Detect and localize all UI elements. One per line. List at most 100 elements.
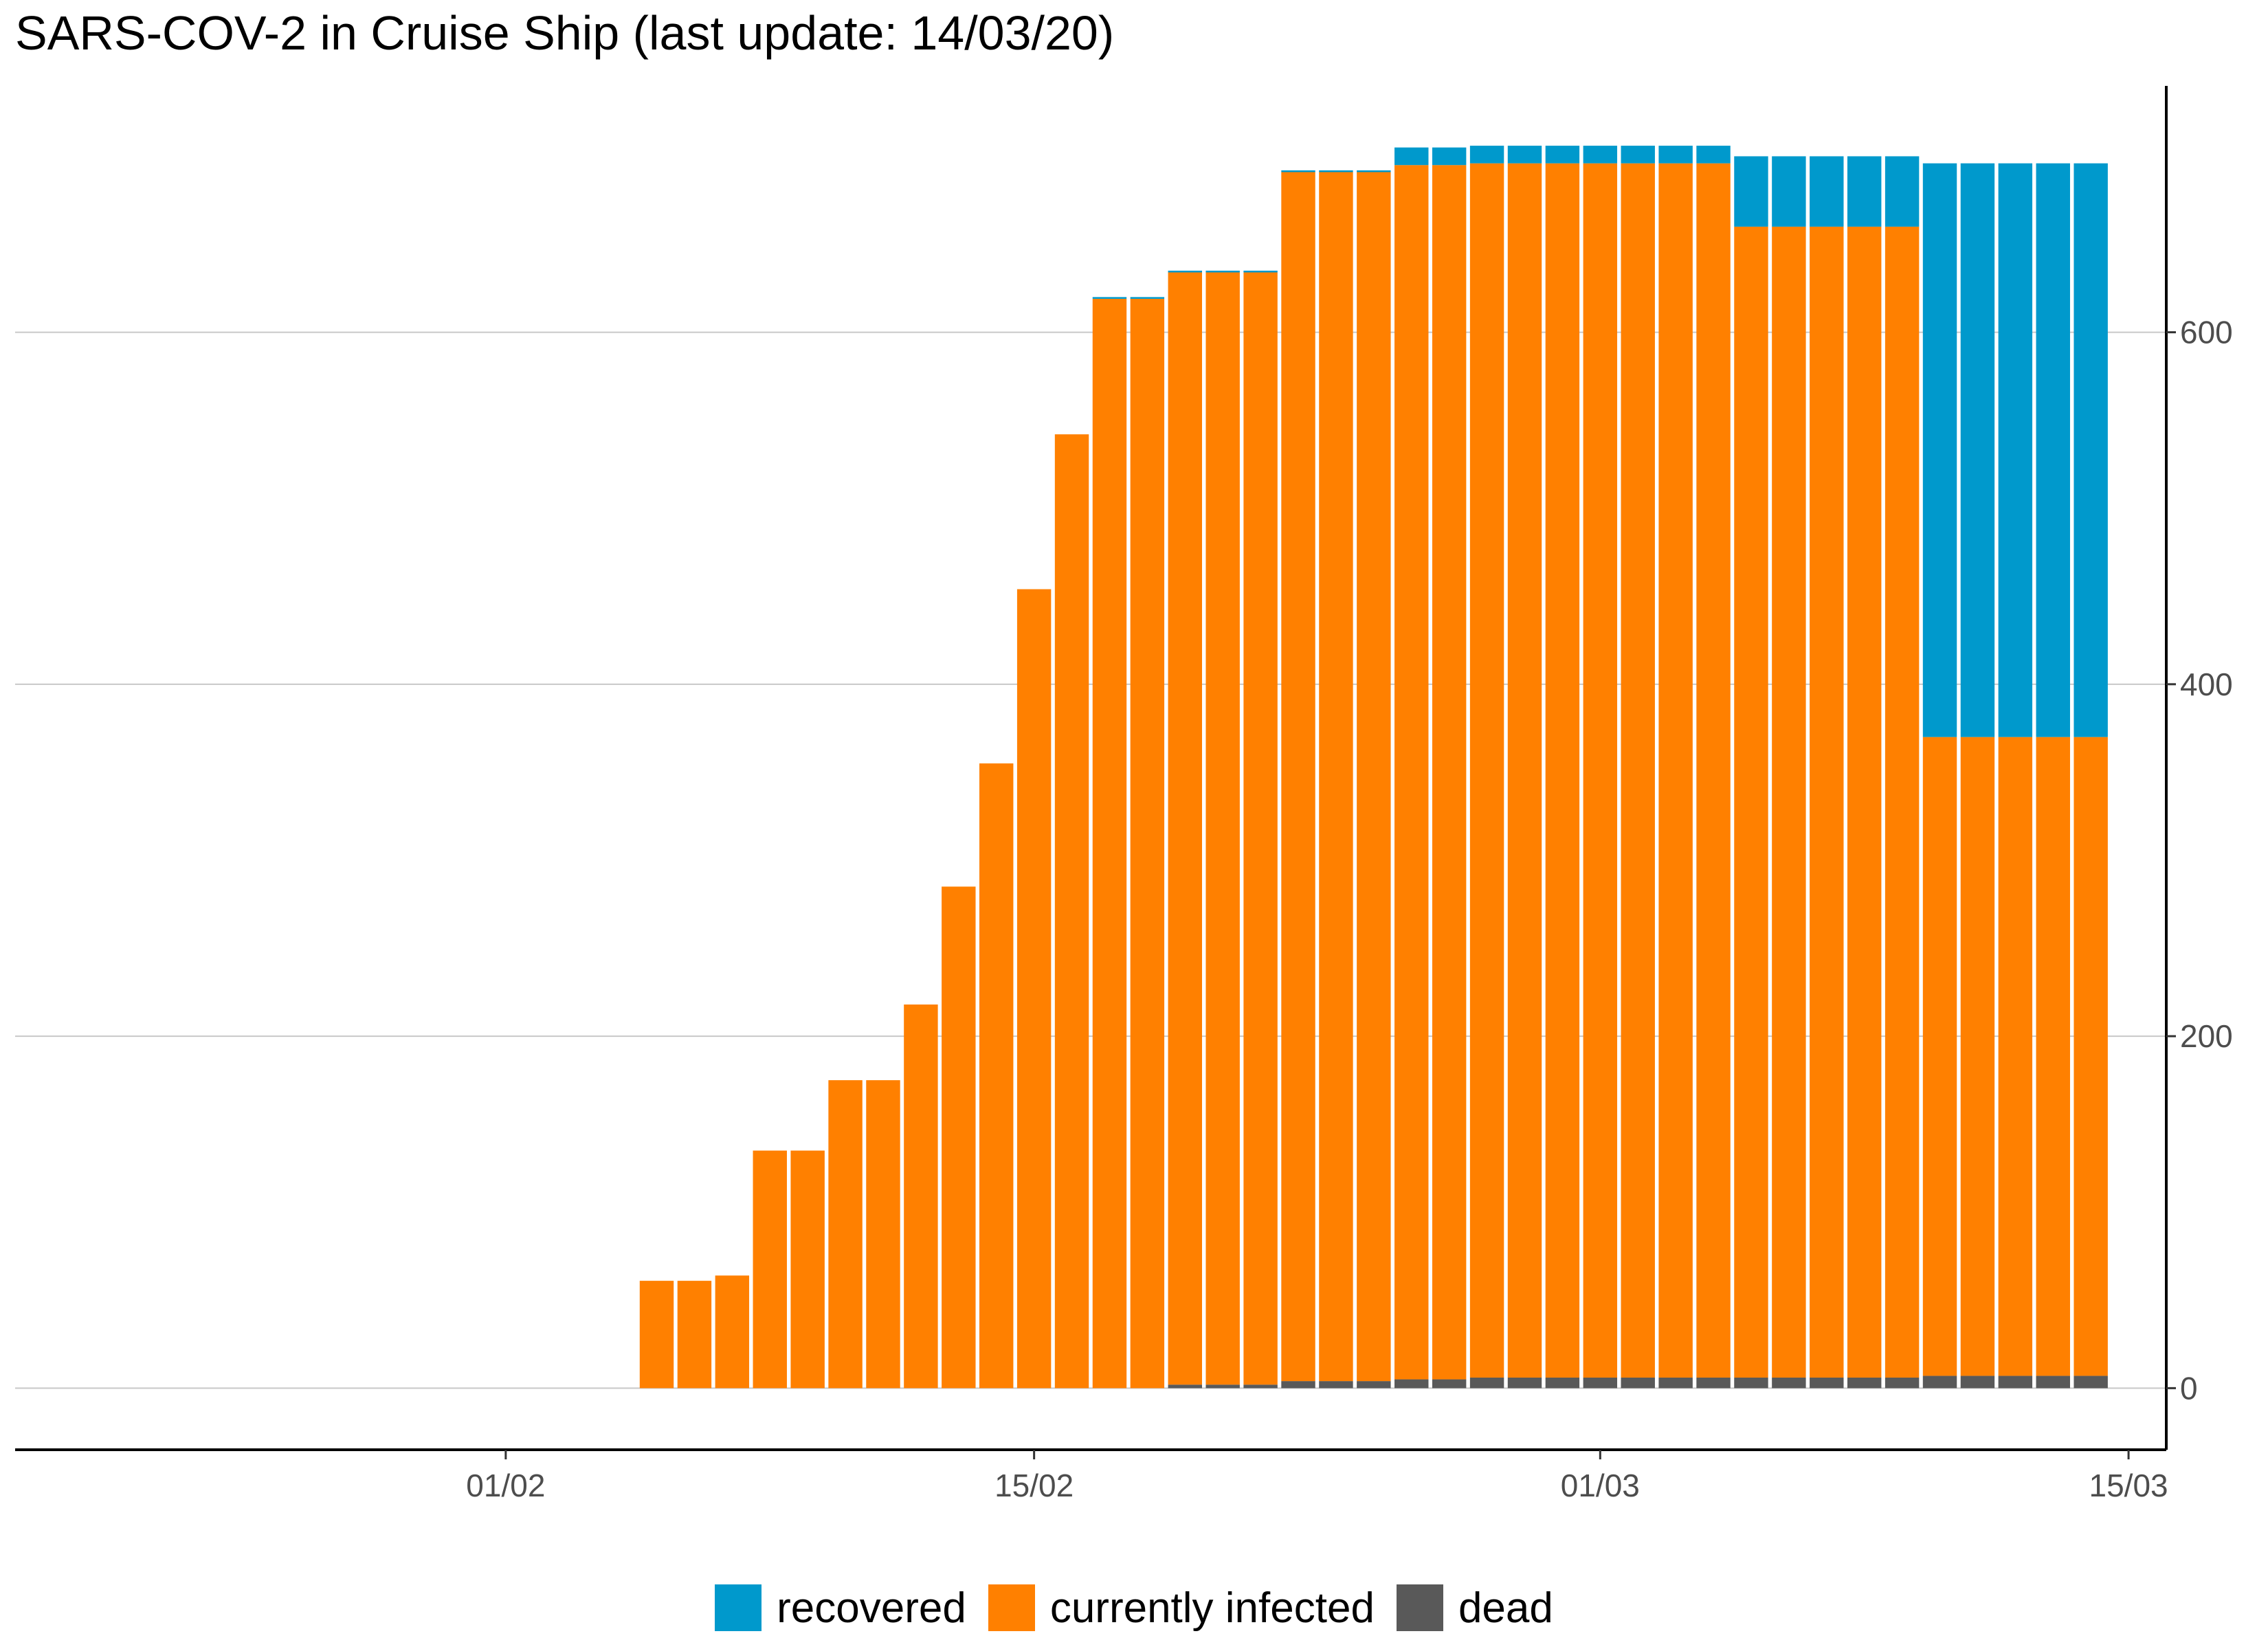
bar-dead-07-03	[1810, 1377, 1844, 1389]
bar-currently-infected-07-03	[1810, 226, 1844, 1378]
bar-currently-infected-28-02	[1507, 163, 1542, 1378]
bar-dead-27-02	[1469, 1377, 1504, 1389]
bar-dead-14-03	[2074, 1376, 2108, 1389]
bar-currently-infected-14-02	[979, 763, 1014, 1389]
bar-currently-infected-01-03	[1583, 163, 1618, 1378]
bar-currently-infected-07-02	[715, 1275, 750, 1389]
bars	[639, 146, 2108, 1389]
bar-currently-infected-09-02	[790, 1150, 825, 1389]
bar-dead-12-03	[1998, 1376, 2033, 1389]
bar-recovered-22-02	[1281, 170, 1315, 172]
bar-currently-infected-27-02	[1469, 163, 1504, 1378]
bar-recovered-12-03	[1998, 163, 2033, 737]
bar-recovered-04-03	[1696, 146, 1731, 164]
tick-labels: 0 200 400 600 01/02 15/02 01/03 15/03	[466, 315, 2232, 1503]
bar-currently-infected-12-02	[904, 1004, 938, 1389]
bar-currently-infected-03-03	[1658, 163, 1693, 1378]
bar-dead-20-02	[1205, 1384, 1240, 1389]
x-tick-label-3: 15/03	[2089, 1468, 2168, 1503]
legend-swatch-recovered	[715, 1584, 762, 1631]
bar-currently-infected-11-02	[866, 1080, 900, 1389]
bar-currently-infected-14-03	[2074, 737, 2108, 1376]
legend-item-recovered: recovered	[715, 1584, 966, 1633]
bar-dead-02-03	[1621, 1377, 1655, 1389]
bar-recovered-01-03	[1583, 146, 1618, 164]
legend-item-currently-infected: currently infected	[988, 1584, 1375, 1633]
bar-currently-infected-19-02	[1168, 272, 1202, 1385]
bar-dead-21-02	[1243, 1384, 1278, 1389]
legend-swatch-currently-infected	[988, 1584, 1035, 1631]
bar-currently-infected-08-02	[753, 1150, 787, 1389]
bar-recovered-19-02	[1168, 270, 1202, 273]
bar-currently-infected-02-03	[1621, 163, 1655, 1378]
bar-currently-infected-11-03	[1960, 737, 1995, 1376]
bar-recovered-10-03	[1922, 163, 1957, 737]
bar-currently-infected-25-02	[1394, 165, 1429, 1380]
bar-currently-infected-05-02	[639, 1281, 674, 1389]
bar-recovered-26-02	[1432, 147, 1467, 166]
bar-recovered-28-02	[1507, 146, 1542, 164]
grid-lines	[15, 331, 2166, 1389]
bar-dead-28-02	[1507, 1377, 1542, 1389]
bar-recovered-06-03	[1772, 156, 1806, 227]
bar-recovered-11-03	[1960, 163, 1995, 737]
chart-title: SARS-COV-2 in Cruise Ship (last update: …	[15, 6, 1115, 60]
bar-recovered-18-02	[1130, 297, 1165, 299]
bar-dead-10-03	[1922, 1376, 1957, 1389]
bar-recovered-21-02	[1243, 270, 1278, 273]
legend-swatch-dead	[1396, 1584, 1443, 1631]
bar-dead-03-03	[1658, 1377, 1693, 1389]
bar-currently-infected-15-02	[1016, 589, 1052, 1389]
bar-dead-09-03	[1885, 1377, 1920, 1389]
bar-recovered-25-02	[1394, 147, 1429, 166]
bar-dead-08-03	[1847, 1377, 1882, 1389]
bar-recovered-23-02	[1319, 170, 1353, 172]
legend-item-dead: dead	[1396, 1584, 1553, 1633]
bar-recovered-29-02	[1545, 146, 1580, 164]
bar-dead-23-02	[1319, 1381, 1353, 1389]
legend-label-dead: dead	[1458, 1584, 1553, 1632]
bar-dead-24-02	[1357, 1381, 1391, 1389]
bar-dead-05-03	[1734, 1377, 1768, 1389]
bar-recovered-03-03	[1658, 146, 1693, 164]
bar-dead-01-03	[1583, 1377, 1618, 1389]
y-tick-label-0: 0	[2180, 1370, 2198, 1406]
bar-recovered-17-02	[1092, 297, 1127, 299]
bar-currently-infected-16-02	[1054, 434, 1089, 1389]
bar-dead-29-02	[1545, 1377, 1580, 1389]
bar-currently-infected-29-02	[1545, 163, 1580, 1378]
bar-dead-26-02	[1432, 1379, 1467, 1389]
bar-recovered-20-02	[1205, 270, 1240, 273]
bar-currently-infected-05-03	[1734, 226, 1768, 1378]
x-tick-label-2: 01/03	[1561, 1468, 1640, 1503]
bar-dead-22-02	[1281, 1381, 1315, 1389]
bar-currently-infected-26-02	[1432, 165, 1467, 1380]
bar-currently-infected-13-02	[942, 886, 976, 1389]
bar-recovered-05-03	[1734, 156, 1768, 227]
bar-currently-infected-24-02	[1357, 172, 1391, 1382]
bar-currently-infected-04-03	[1696, 163, 1731, 1378]
legend-label-currently-infected: currently infected	[1049, 1584, 1375, 1632]
bar-currently-infected-08-03	[1847, 226, 1882, 1378]
x-tick-label-0: 01/02	[466, 1468, 545, 1503]
bar-recovered-14-03	[2074, 163, 2108, 737]
bar-currently-infected-12-03	[1998, 737, 2033, 1376]
bar-recovered-08-03	[1847, 156, 1882, 227]
x-tick-label-1: 15/02	[994, 1468, 1074, 1503]
legend-label-recovered: recovered	[777, 1584, 966, 1632]
bar-dead-11-03	[1960, 1376, 1995, 1389]
bar-dead-19-02	[1168, 1384, 1202, 1389]
bar-currently-infected-21-02	[1243, 272, 1278, 1385]
bar-chart: 0 200 400 600 01/02 15/02 01/03 15/03	[15, 86, 2233, 1503]
bar-currently-infected-13-03	[2036, 737, 2070, 1376]
bar-currently-infected-20-02	[1205, 272, 1240, 1385]
y-tick-label-600: 600	[2180, 315, 2233, 350]
bar-currently-infected-06-02	[677, 1281, 712, 1389]
y-tick-label-400: 400	[2180, 666, 2233, 702]
bar-currently-infected-09-03	[1885, 226, 1920, 1378]
y-tick-label-200: 200	[2180, 1018, 2233, 1054]
bar-currently-infected-10-03	[1922, 737, 1957, 1376]
bar-dead-25-02	[1394, 1379, 1429, 1389]
bar-dead-04-03	[1696, 1377, 1731, 1389]
axes	[15, 86, 2168, 1451]
